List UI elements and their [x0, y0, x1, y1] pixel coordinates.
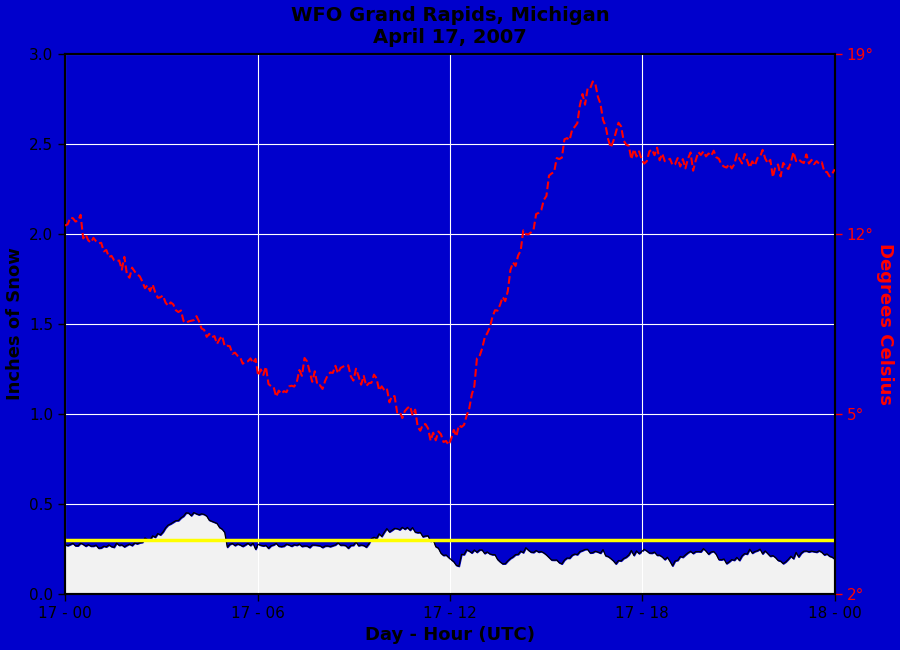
Y-axis label: Inches of Snow: Inches of Snow	[5, 248, 23, 400]
Title: WFO Grand Rapids, Michigan
April 17, 2007: WFO Grand Rapids, Michigan April 17, 200…	[291, 6, 609, 47]
X-axis label: Day - Hour (UTC): Day - Hour (UTC)	[364, 627, 535, 644]
Y-axis label: Degrees Celsius: Degrees Celsius	[877, 243, 895, 405]
